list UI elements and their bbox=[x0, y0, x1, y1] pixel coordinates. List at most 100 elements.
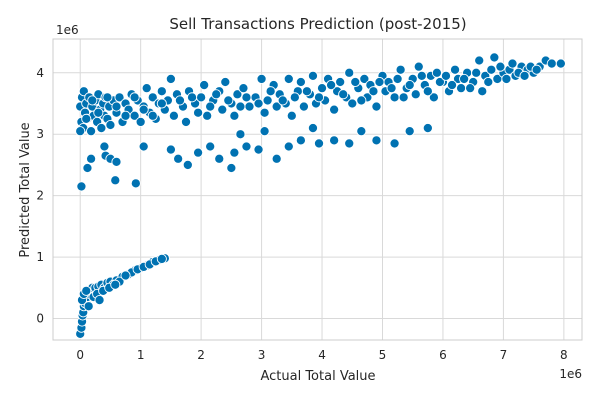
data-point bbox=[112, 157, 121, 166]
data-point bbox=[175, 96, 184, 105]
data-point bbox=[450, 65, 459, 74]
data-point bbox=[357, 127, 366, 136]
data-point bbox=[136, 117, 145, 126]
data-point bbox=[475, 56, 484, 65]
data-point bbox=[224, 96, 233, 105]
data-point bbox=[411, 90, 420, 99]
data-point bbox=[166, 145, 175, 154]
data-point bbox=[254, 99, 263, 108]
data-point bbox=[357, 96, 366, 105]
data-point bbox=[254, 145, 263, 154]
data-point bbox=[345, 139, 354, 148]
data-point bbox=[88, 96, 97, 105]
data-point bbox=[215, 154, 224, 163]
data-point bbox=[441, 71, 450, 80]
data-point bbox=[460, 74, 469, 83]
data-point bbox=[508, 59, 517, 68]
data-point bbox=[532, 65, 541, 74]
data-point bbox=[100, 142, 109, 151]
data-point bbox=[169, 111, 178, 120]
data-point bbox=[314, 139, 323, 148]
data-point bbox=[260, 108, 269, 117]
data-point bbox=[121, 111, 130, 120]
data-point bbox=[157, 99, 166, 108]
data-point bbox=[399, 93, 408, 102]
data-point bbox=[393, 74, 402, 83]
data-point bbox=[76, 127, 85, 136]
data-point bbox=[302, 87, 311, 96]
data-point bbox=[221, 77, 230, 86]
data-point bbox=[317, 84, 326, 93]
data-point bbox=[97, 123, 106, 132]
data-point bbox=[157, 87, 166, 96]
y-tick-label: 1 bbox=[36, 250, 44, 264]
data-point bbox=[142, 84, 151, 93]
data-point bbox=[174, 154, 183, 163]
data-point bbox=[278, 96, 287, 105]
data-point bbox=[490, 53, 499, 62]
data-point bbox=[405, 80, 414, 89]
data-point bbox=[351, 77, 360, 86]
data-point bbox=[112, 102, 121, 111]
data-point bbox=[203, 111, 212, 120]
x-axis-offset-label: 1e6 bbox=[559, 367, 582, 381]
data-point bbox=[287, 111, 296, 120]
data-point bbox=[284, 142, 293, 151]
x-tick-label: 2 bbox=[197, 348, 205, 362]
data-point bbox=[157, 254, 166, 263]
data-point bbox=[130, 93, 139, 102]
x-tick-label: 6 bbox=[439, 348, 447, 362]
data-point bbox=[547, 59, 556, 68]
data-point bbox=[84, 302, 93, 311]
data-point bbox=[466, 84, 475, 93]
data-point bbox=[447, 80, 456, 89]
data-point bbox=[245, 102, 254, 111]
data-point bbox=[502, 74, 511, 83]
data-point bbox=[83, 163, 92, 172]
data-point bbox=[314, 93, 323, 102]
data-point bbox=[230, 111, 239, 120]
x-tick-label: 4 bbox=[318, 348, 326, 362]
data-point bbox=[472, 68, 481, 77]
data-point bbox=[77, 182, 86, 191]
data-point bbox=[417, 71, 426, 80]
data-point bbox=[148, 111, 157, 120]
data-point bbox=[299, 102, 308, 111]
data-point bbox=[218, 105, 227, 114]
chart-title: Sell Transactions Prediction (post-2015) bbox=[169, 15, 466, 33]
data-point bbox=[272, 154, 281, 163]
data-point bbox=[263, 96, 272, 105]
data-point bbox=[327, 80, 336, 89]
data-point bbox=[230, 148, 239, 157]
data-point bbox=[111, 176, 120, 185]
data-point bbox=[139, 105, 148, 114]
x-tick-label: 8 bbox=[560, 348, 568, 362]
data-point bbox=[86, 127, 95, 136]
data-point bbox=[330, 136, 339, 145]
data-point bbox=[520, 71, 529, 80]
data-point bbox=[336, 77, 345, 86]
y-tick-label: 2 bbox=[36, 189, 44, 203]
data-point bbox=[197, 93, 206, 102]
data-point bbox=[387, 84, 396, 93]
data-point bbox=[372, 102, 381, 111]
data-point bbox=[236, 102, 245, 111]
data-point bbox=[484, 77, 493, 86]
data-point bbox=[242, 93, 251, 102]
data-point bbox=[86, 154, 95, 163]
data-point bbox=[496, 62, 505, 71]
data-point bbox=[236, 130, 245, 139]
data-point bbox=[212, 90, 221, 99]
data-point bbox=[423, 123, 432, 132]
data-point bbox=[375, 77, 384, 86]
data-point bbox=[103, 93, 112, 102]
data-point bbox=[487, 65, 496, 74]
y-axis-label: Predicted Total Value bbox=[18, 122, 33, 257]
y-tick-label: 3 bbox=[36, 127, 44, 141]
data-point bbox=[348, 99, 357, 108]
data-point bbox=[111, 280, 120, 289]
data-point bbox=[193, 108, 202, 117]
data-point bbox=[257, 74, 266, 83]
data-point bbox=[308, 71, 317, 80]
